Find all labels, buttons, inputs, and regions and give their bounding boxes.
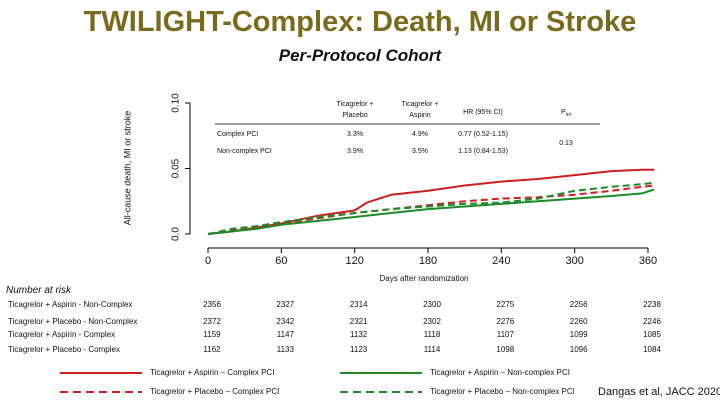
legend-label: Ticagrelor + Placebo – Non-complex PCI: [430, 387, 575, 396]
inset-header: Aspirin: [409, 112, 431, 119]
risk-row-label: Ticagrelor + Placebo - Complex: [8, 345, 120, 354]
risk-value: 1118: [423, 330, 441, 339]
x-tick-label: 240: [492, 255, 510, 267]
risk-value: 2276: [496, 317, 515, 326]
risk-value: 1084: [643, 345, 661, 354]
risk-row-label: Ticagrelor + Aspirin - Non-Complex: [8, 300, 133, 309]
inset-cell: 0.77 (0.52-1.15): [458, 131, 508, 138]
y-tick-label: 0.05: [171, 158, 182, 178]
risk-table-title: Number at risk: [6, 285, 72, 296]
series-line-2: [207, 184, 655, 235]
risk-value: 2256: [569, 300, 588, 309]
km-chart: 0.0 0.05 0.10 All-cause death, MI or stroke…: [122, 93, 657, 283]
chart-axes: 0.0 0.05 0.10 All-cause death, MI or stroke…: [122, 93, 657, 283]
risk-value: 1098: [496, 345, 515, 354]
legend-swatch: [340, 391, 422, 393]
risk-value: 1099: [569, 330, 588, 339]
risk-value: 2356: [203, 300, 221, 309]
risk-value: 2321: [349, 317, 368, 326]
inset-cell: 4.9%: [412, 131, 428, 138]
y-tick-label: 0.10: [171, 93, 182, 113]
risk-value: 1114: [423, 345, 441, 354]
inset-header: Ticagrelor +: [402, 101, 439, 108]
inset-header: Pint: [561, 109, 572, 118]
risk-value: 1085: [643, 330, 661, 339]
x-tick-label: 180: [419, 255, 437, 267]
legend-swatch: [60, 391, 142, 393]
legend-label: Ticagrelor + Aspirin – Non-complex PCI: [430, 368, 570, 377]
chart-series: [207, 168, 655, 235]
risk-value: 2372: [203, 317, 221, 326]
inset-cell: Complex PCI: [217, 131, 258, 138]
legend-label: Ticagrelor + Placebo – Complex PCI: [150, 387, 280, 396]
x-axis-label: Days after randomization: [380, 274, 469, 283]
risk-value: 1147: [276, 330, 294, 339]
slide-title: TWILIGHT-Complex: Death, MI or Stroke: [83, 6, 637, 38]
inset-cell: 1.13 (0.84-1.53): [458, 148, 508, 155]
risk-value: 2238: [643, 300, 661, 309]
x-tick-label: 60: [275, 255, 287, 267]
inset-header: Placebo: [342, 112, 367, 119]
risk-value: 1123: [350, 345, 368, 354]
series-line-4: [207, 181, 655, 235]
inset-header: HR (95% CI): [463, 109, 503, 116]
legend-label: Ticagrelor + Aspirin – Complex PCI: [150, 368, 275, 377]
x-tick-label: 300: [565, 255, 583, 267]
risk-value: 1162: [203, 345, 221, 354]
inset-cell: 3.9%: [347, 148, 363, 155]
risk-value: 2302: [423, 317, 441, 326]
x-tick-label: 360: [639, 255, 657, 267]
risk-value: 1107: [496, 330, 514, 339]
risk-value: 2246: [643, 317, 661, 326]
citation: Dangas et al, JACC 2020: [598, 386, 720, 398]
legend-swatch: [60, 372, 142, 374]
risk-value: 2300: [423, 300, 441, 309]
risk-value: 2314: [349, 300, 368, 309]
risk-value: 1132: [350, 330, 368, 339]
risk-row-label: Ticagrelor + Aspirin - Complex: [8, 330, 116, 339]
risk-value: 1159: [203, 330, 221, 339]
risk-value: 2327: [276, 300, 295, 309]
series-line-3: [207, 188, 655, 235]
risk-value: 1133: [276, 345, 294, 354]
inset-cell: Non-complex PCI: [217, 148, 272, 155]
inset-cell: 3.5%: [412, 148, 428, 155]
risk-row-label: Ticagrelor + Placebo - Non-Complex: [8, 317, 138, 326]
chart-subtitle: Per-Protocol Cohort: [278, 46, 442, 65]
risk-value: 2260: [569, 317, 588, 326]
risk-value: 1096: [569, 345, 588, 354]
y-axis-label: All-cause death, MI or stroke: [122, 111, 132, 226]
legend-swatch: [340, 372, 422, 374]
x-tick-label: 0: [205, 255, 211, 267]
inset-header: Ticagrelor +: [337, 101, 374, 108]
y-tick-label: 0.0: [171, 227, 182, 241]
inset-cell: 3.3%: [347, 131, 363, 138]
risk-value: 2342: [276, 317, 295, 326]
inset-table: Ticagrelor + Placebo Ticagrelor + Aspirin HR…: [215, 101, 600, 155]
inset-p-interaction: 0.13: [559, 140, 573, 147]
x-tick-label: 120: [345, 255, 363, 267]
risk-value: 2275: [496, 300, 515, 309]
